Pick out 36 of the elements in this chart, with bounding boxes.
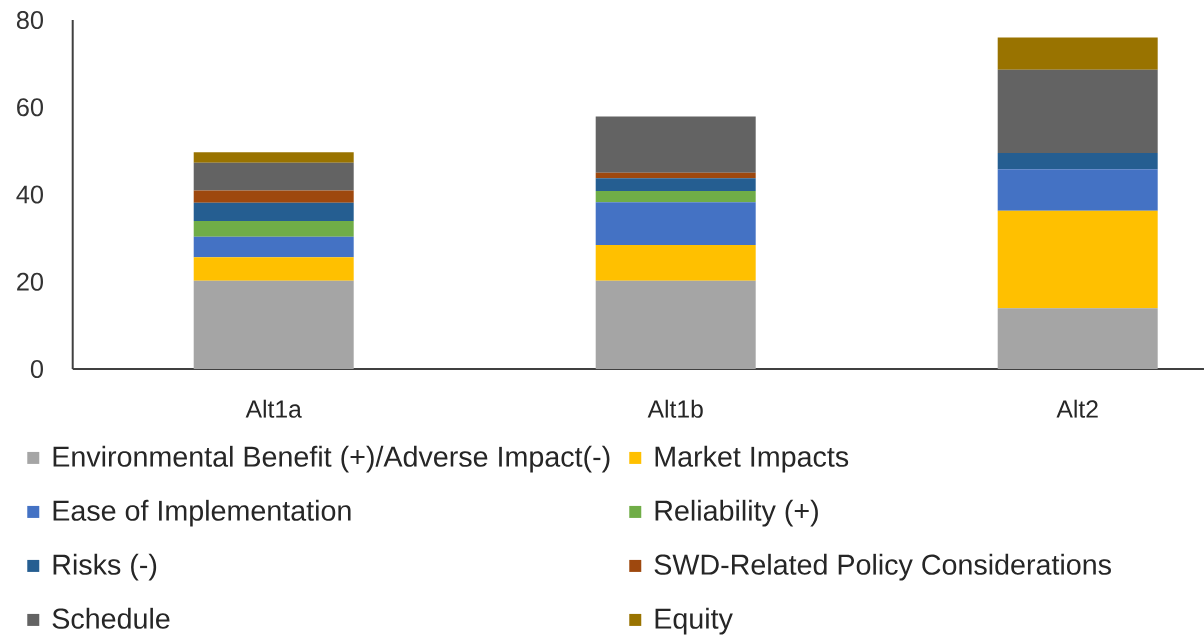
y-tick-label: 80 [16,11,43,29]
bar [193,221,354,237]
legend-label: Market Impacts [655,445,849,473]
bar [997,308,1158,369]
bar [595,280,756,369]
bar [595,178,756,192]
x-tick-label: Alt1a [245,399,302,418]
bar [997,37,1158,70]
legend-label: Ease of Implementation [53,499,351,527]
x-tick-label: Alt2 [1056,399,1098,418]
y-tick-label: 60 [17,98,43,117]
legend-label: Equity [655,607,733,635]
x-tick-label: Alt1b [647,399,703,418]
bar [997,153,1158,170]
bar [193,202,354,222]
bar [997,210,1158,309]
bar [193,152,354,163]
legend-label: Environmental Benefit (+)/Adverse Impact(-) [53,445,610,473]
bar [595,245,756,281]
bar [595,202,756,246]
y-tick-label: 20 [17,272,43,291]
bar [595,116,756,173]
bar [193,190,354,203]
bar [997,169,1158,211]
legend-label: Risks (-) [53,553,157,581]
bar [193,257,354,281]
bar [595,191,756,203]
bar [997,69,1158,154]
legend-label: Schedule [52,607,170,629]
bar [193,280,354,369]
bar [193,162,354,191]
y-tick-label: 0 [30,360,43,378]
legend-label: Reliability (+) [655,499,818,527]
legend-label: SWD-Related Policy Considerations [654,553,1111,581]
y-tick-label: 40 [16,185,43,204]
bar [193,236,354,258]
